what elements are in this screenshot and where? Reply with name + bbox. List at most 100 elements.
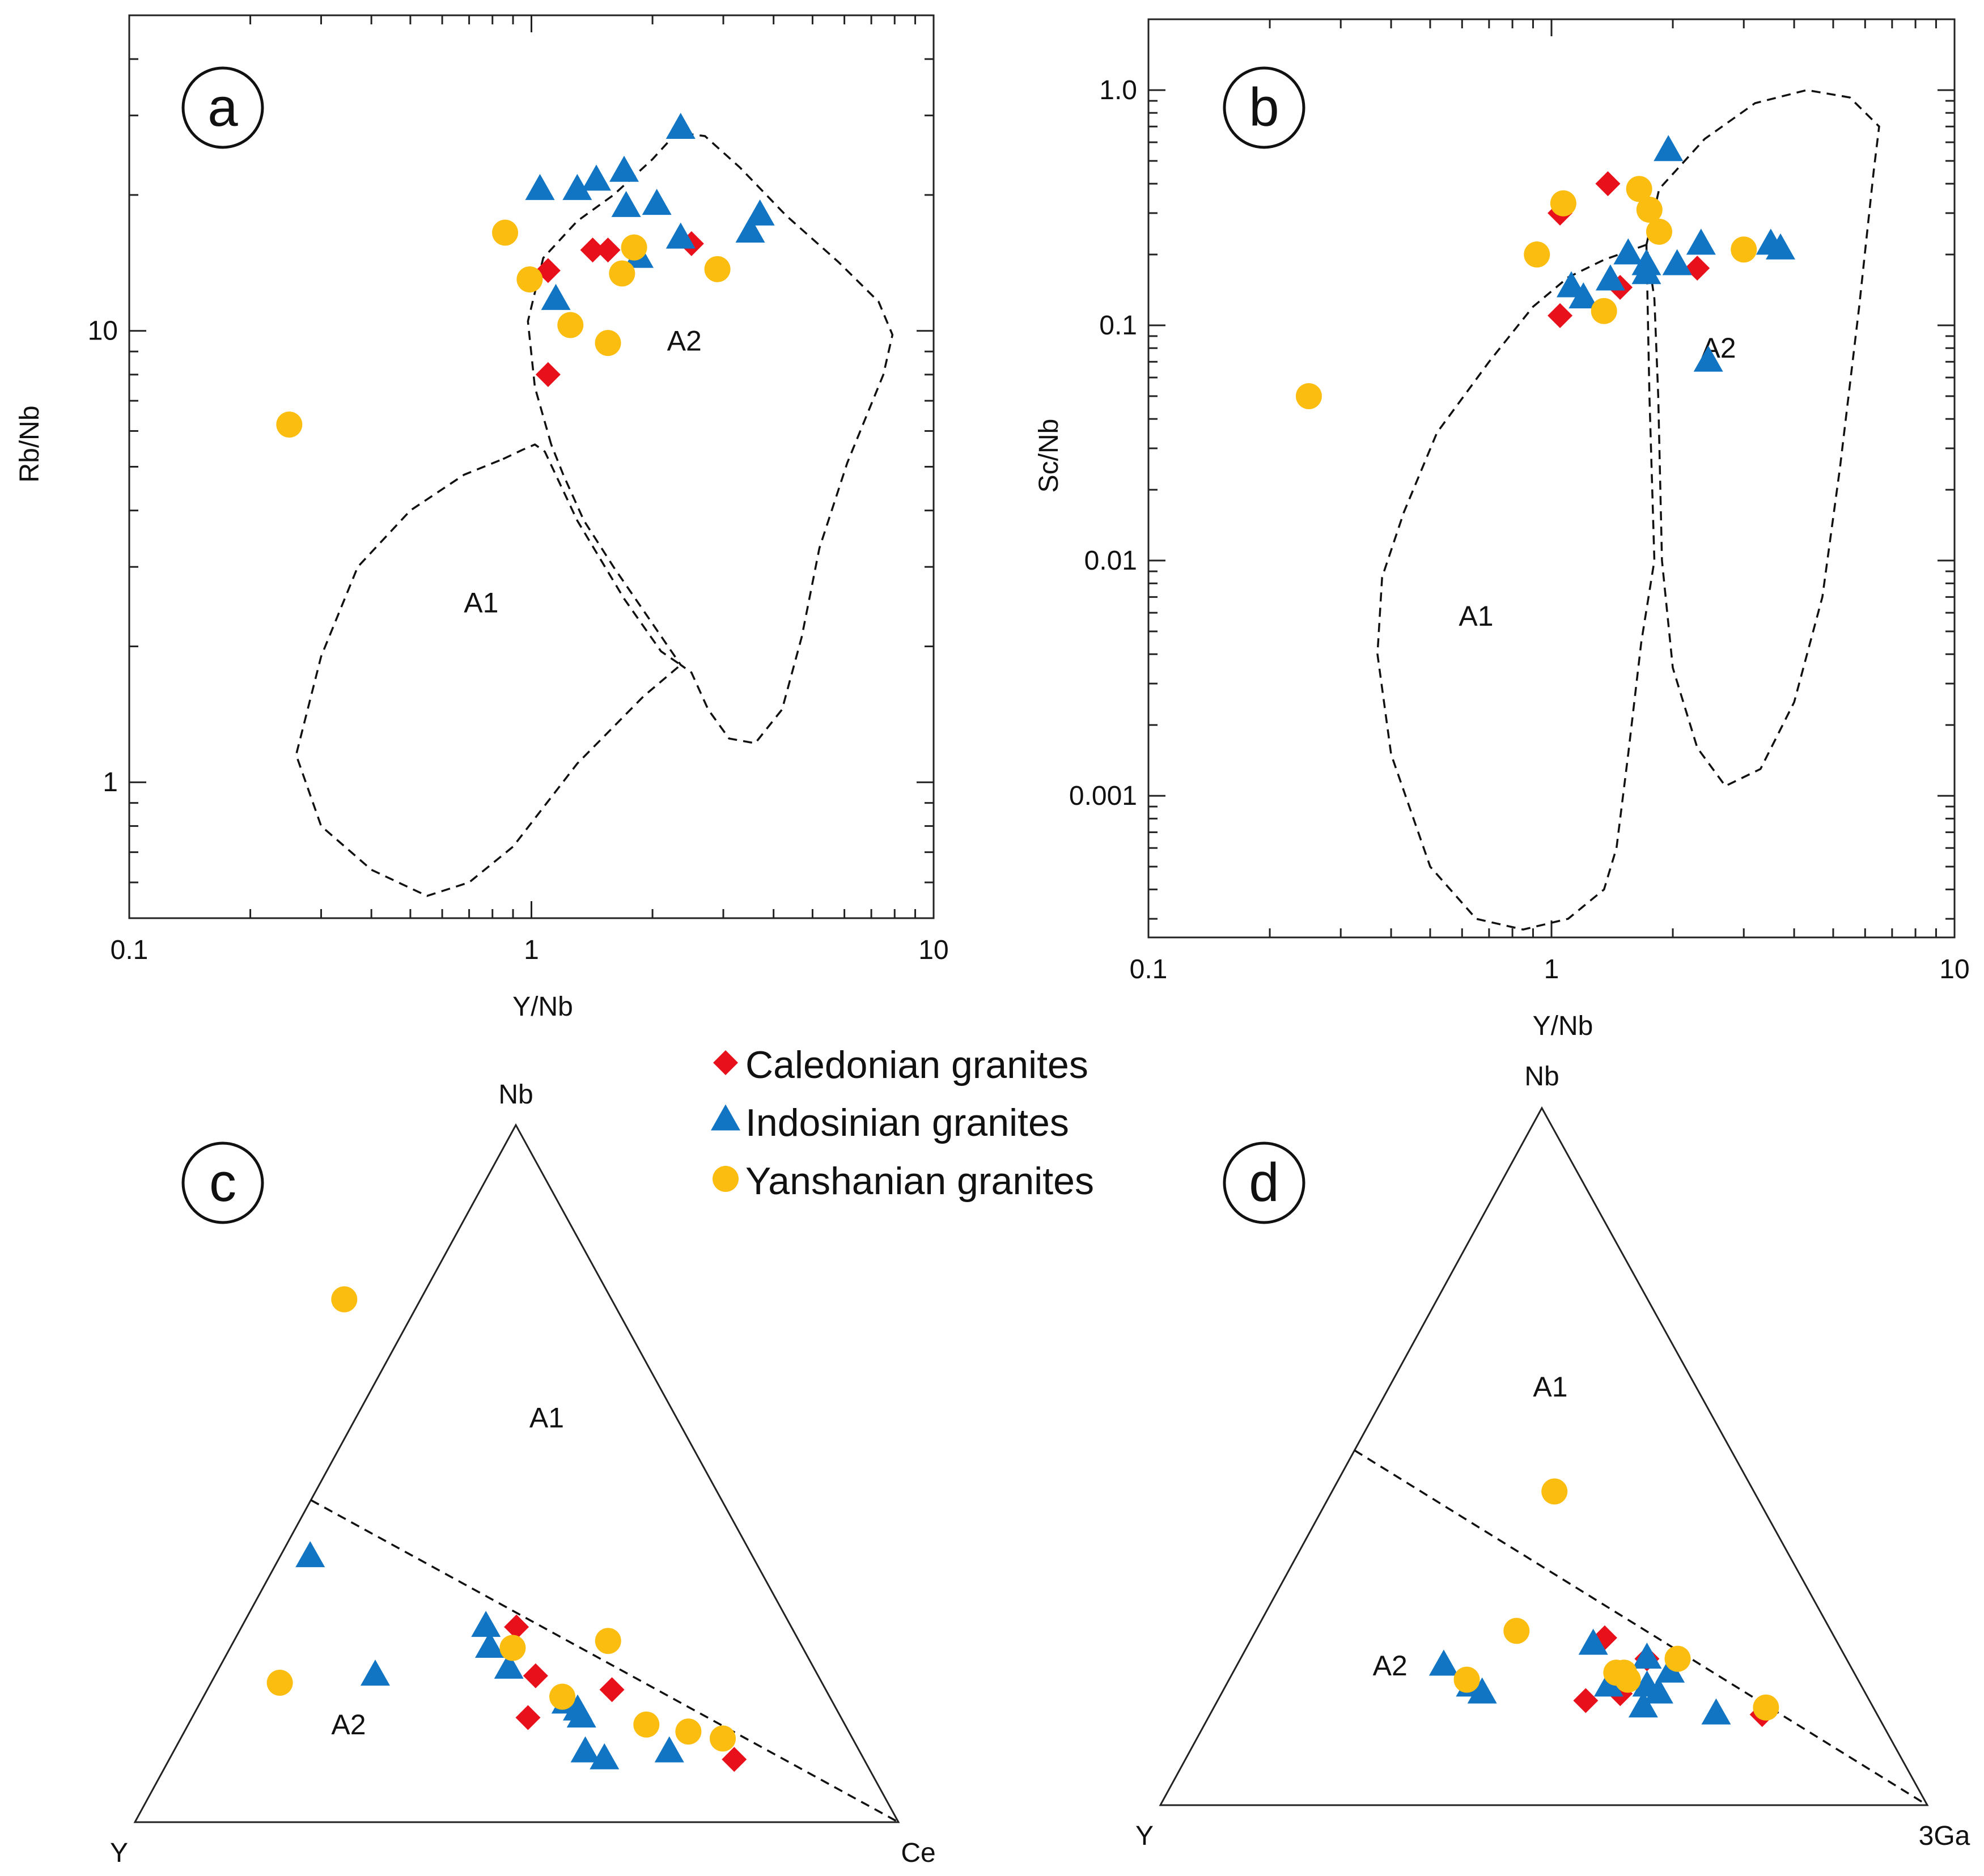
panel-label-text: c bbox=[209, 1152, 236, 1213]
yanshanian-point bbox=[1731, 236, 1757, 263]
apex-label-left: Y bbox=[1135, 1821, 1154, 1851]
plot-frame bbox=[1147, 18, 1956, 939]
indosinian-point bbox=[570, 1736, 600, 1763]
indosinian-point bbox=[1628, 1691, 1658, 1718]
plot-frame bbox=[128, 14, 935, 919]
x-axis-label: Y/Nb bbox=[1533, 1011, 1593, 1041]
yanshanian-point bbox=[633, 1711, 660, 1738]
ternary-triangle bbox=[1159, 1106, 1929, 1806]
yanshanian-point bbox=[1550, 190, 1576, 217]
indosinian-point bbox=[1613, 238, 1643, 265]
indosinian-point bbox=[745, 199, 775, 226]
indosinian-point bbox=[1686, 228, 1716, 255]
y-tick-label: 0.1 bbox=[1099, 311, 1137, 341]
yanshanian-point bbox=[1610, 1659, 1637, 1686]
yanshanian-point bbox=[1524, 241, 1550, 268]
field-label-a2: A2 bbox=[667, 325, 702, 356]
legend-item-caledonian: Caledonian granites bbox=[713, 1043, 1088, 1086]
indosinian-point bbox=[590, 1743, 620, 1769]
y-axis-label: Sc/Nb bbox=[1034, 419, 1064, 493]
indosinian-point bbox=[735, 216, 765, 243]
apex-label-right: 3Ga bbox=[1919, 1821, 1970, 1851]
panel-label-circle bbox=[181, 1141, 264, 1224]
indosinian-point bbox=[494, 1652, 524, 1679]
caledonian-point bbox=[515, 1705, 541, 1730]
y-tick-label: 1.0 bbox=[1099, 75, 1137, 105]
indosinian-point bbox=[654, 1736, 684, 1763]
x-axis-label: Y/Nb bbox=[512, 992, 573, 1022]
ternary-triangle bbox=[133, 1123, 900, 1823]
yanshanian-point bbox=[1664, 1645, 1691, 1672]
yanshanian-point bbox=[276, 411, 303, 438]
indosinian-point bbox=[1593, 1670, 1623, 1697]
caledonian-point bbox=[523, 1663, 548, 1688]
x-tick-label: 1 bbox=[524, 935, 539, 965]
yanshanian-point bbox=[1541, 1478, 1568, 1505]
yanshanian-point bbox=[675, 1718, 702, 1745]
yanshanian-point bbox=[595, 330, 621, 356]
panel-a: 0.1 1 10 1 10 Y/Nb Rb/Nb A1 A2 bbox=[15, 14, 949, 1022]
yanshanian-point bbox=[621, 234, 647, 261]
indosinian-point bbox=[665, 113, 696, 139]
yanshanian-point bbox=[1753, 1694, 1779, 1721]
panel-label-c: c bbox=[181, 1141, 264, 1224]
y-tick-label: 10 bbox=[88, 316, 118, 346]
caledonian-point bbox=[1573, 1688, 1599, 1713]
indosinian-point bbox=[1655, 1656, 1685, 1683]
field-label-a1: A1 bbox=[1533, 1371, 1567, 1403]
ternary-divider bbox=[1354, 1449, 1928, 1806]
caledonian-point bbox=[1595, 171, 1621, 197]
panel-label-circle bbox=[1223, 1141, 1305, 1224]
indosinian-point bbox=[525, 173, 555, 200]
panel-label-b: b bbox=[1223, 66, 1305, 149]
field-label-a1: A1 bbox=[464, 587, 498, 618]
field-boundary-a1 bbox=[1376, 244, 1656, 931]
yanshanian-point bbox=[1453, 1666, 1480, 1693]
yanshanian-point bbox=[1503, 1618, 1530, 1644]
apex-label-top: Nb bbox=[498, 1080, 533, 1110]
indosinian-point bbox=[1631, 258, 1661, 285]
indosinian-point bbox=[1765, 233, 1795, 260]
field-boundary-a2 bbox=[1645, 89, 1880, 788]
y-tick-label: 1 bbox=[103, 767, 118, 797]
indosinian-point bbox=[1654, 135, 1684, 162]
panel-label-text: d bbox=[1249, 1152, 1279, 1213]
x-tick-label: 10 bbox=[918, 935, 948, 965]
legend: Caledonian granites Indosinian granites Ya… bbox=[711, 1043, 1094, 1203]
panel-d: Nb Y 3Ga A1 A2 bbox=[1135, 1062, 1970, 1851]
yanshanian-point bbox=[1626, 176, 1652, 202]
indosinian-point bbox=[562, 173, 592, 200]
indosinian-point bbox=[1467, 1677, 1497, 1704]
yanshanian-point bbox=[609, 260, 635, 287]
indosinian-point bbox=[1595, 264, 1625, 291]
caledonian-point bbox=[535, 362, 561, 387]
indosinian-point bbox=[1693, 345, 1723, 372]
x-tick-label: 10 bbox=[1939, 954, 1969, 984]
yanshanian-point bbox=[704, 256, 731, 282]
caledonian-point bbox=[722, 1747, 747, 1772]
yanshanian-point bbox=[1646, 218, 1672, 245]
yanshanian-point bbox=[331, 1286, 358, 1313]
indosinian-point bbox=[1643, 1677, 1673, 1704]
indosinian-point bbox=[581, 164, 611, 191]
indosinian-point bbox=[1701, 1698, 1731, 1725]
legend-label-yanshanian: Yanshanian granites bbox=[745, 1160, 1094, 1203]
panel-label-text: a bbox=[207, 77, 238, 138]
yanshanian-point bbox=[499, 1635, 526, 1661]
indosinian-point bbox=[1568, 282, 1599, 309]
legend-item-indosinian: Indosinian granites bbox=[711, 1101, 1069, 1144]
ternary-divider bbox=[310, 1499, 899, 1823]
caledonian-point bbox=[595, 237, 621, 263]
indosinian-point bbox=[609, 155, 639, 182]
panel-c: Nb Y Ce A1 A2 bbox=[110, 1080, 936, 1868]
legend-marker-indosinian bbox=[711, 1104, 740, 1131]
apex-label-top: Nb bbox=[1524, 1062, 1559, 1092]
legend-marker-yanshanian bbox=[713, 1166, 739, 1192]
yanshanian-point bbox=[710, 1725, 736, 1752]
indosinian-point bbox=[611, 190, 641, 217]
apex-label-left: Y bbox=[110, 1838, 128, 1868]
caledonian-point bbox=[1685, 256, 1710, 281]
yanshanian-point bbox=[492, 219, 519, 246]
panel-label-a: a bbox=[181, 66, 264, 149]
